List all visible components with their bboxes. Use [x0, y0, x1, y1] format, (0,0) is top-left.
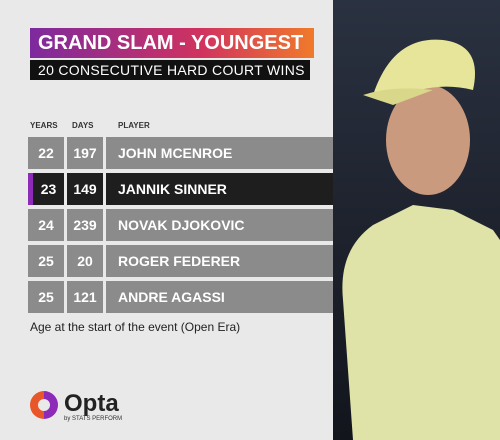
column-header: YEARS — [30, 121, 58, 130]
table-row: 25 20 ROGER FEDERER — [28, 245, 333, 277]
table-cell: 25 — [28, 245, 64, 277]
table-cell: ROGER FEDERER — [106, 245, 333, 277]
table-cell: 22 — [28, 137, 64, 169]
logo-name: Opta — [64, 390, 119, 417]
subtitle: 20 CONSECUTIVE HARD COURT WINS — [30, 60, 310, 80]
opta-logo-mark — [30, 391, 58, 419]
table-cell: 23 — [28, 173, 64, 205]
logo-tagline: by STATS PERFORM — [64, 416, 123, 422]
table-cell: JOHN MCENROE — [106, 137, 333, 169]
table-row: 25 121 ANDRE AGASSI — [28, 281, 333, 313]
table-cell: NOVAK DJOKOVIC — [106, 209, 333, 241]
table-cell: 121 — [67, 281, 103, 313]
player-photo — [333, 0, 500, 440]
table-cell: 239 — [67, 209, 103, 241]
table-row: 22 197 JOHN MCENROE — [28, 137, 333, 169]
footnote: Age at the start of the event (Open Era) — [30, 320, 241, 334]
table-cell: 25 — [28, 281, 64, 313]
table-cell: 20 — [67, 245, 103, 277]
table-cell: 197 — [67, 137, 103, 169]
table-row: 23 149 JANNIK SINNER — [28, 173, 333, 205]
table-cell: 149 — [67, 173, 103, 205]
column-header: PLAYER — [118, 121, 150, 130]
table-cell: ANDRE AGASSI — [106, 281, 333, 313]
table-row: 24 239 NOVAK DJOKOVIC — [28, 209, 333, 241]
table-cell: JANNIK SINNER — [106, 173, 333, 205]
column-header: DAYS — [72, 121, 94, 130]
title: GRAND SLAM - YOUNGEST — [30, 28, 314, 58]
table-cell: 24 — [28, 209, 64, 241]
